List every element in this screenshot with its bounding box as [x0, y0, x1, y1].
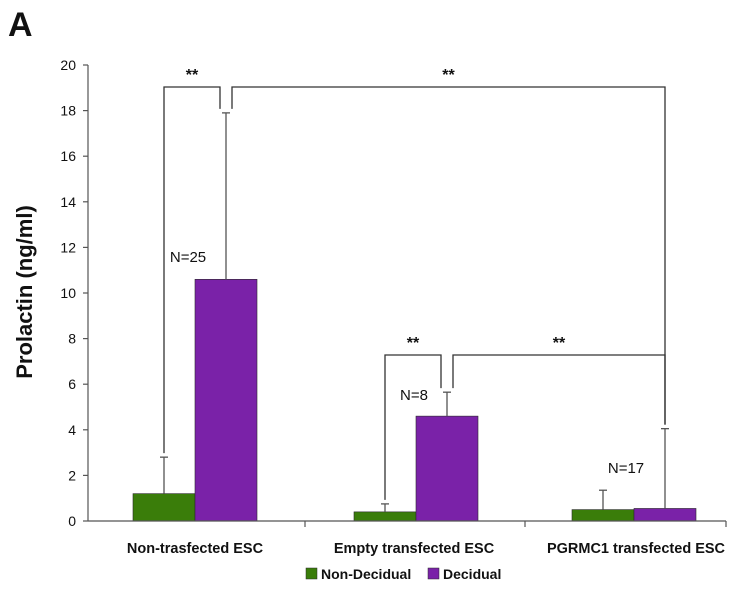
y-tick-label: 8 [68, 331, 76, 347]
sample-size-label: N=25 [170, 249, 206, 266]
significance-label: ** [407, 335, 420, 352]
y-tick-label: 16 [60, 148, 76, 164]
legend: Non-Decidual Decidual [305, 566, 501, 582]
bars [132, 279, 697, 522]
y-axis-ticks: 0 2 4 6 8 10 12 14 16 18 20 [60, 57, 727, 529]
sample-size-label: N=8 [400, 387, 428, 404]
y-tick-label: 6 [68, 376, 76, 392]
y-tick-label: 10 [60, 285, 76, 301]
bar-decidual-0 [194, 279, 258, 522]
sample-size-label: N=17 [608, 460, 644, 477]
significance-bracket [231, 86, 666, 425]
bar-non-decidual-2 [571, 509, 635, 522]
sample-size-labels: N=25 N=8 N=17 [170, 249, 644, 477]
y-tick-label: 12 [60, 239, 76, 255]
legend-swatch [305, 567, 318, 580]
y-tick-label: 0 [68, 513, 76, 529]
x-category-label: Non-trasfected ESC [127, 541, 264, 557]
y-tick-label: 2 [68, 467, 76, 483]
x-category-label: Empty transfected ESC [334, 541, 495, 557]
y-tick-label: 4 [68, 422, 76, 438]
bar-non-decidual-0 [132, 493, 196, 522]
significance-bracket [384, 354, 442, 500]
significance-brackets: ** ** ** ** [163, 67, 666, 500]
significance-label: ** [553, 335, 566, 352]
legend-label: Non-Decidual [321, 566, 411, 582]
x-category-label: PGRMC1 transfected ESC [547, 541, 726, 557]
bar-non-decidual-1 [353, 511, 417, 522]
error-bars [160, 112, 669, 512]
x-axis-categories: Non-trasfected ESC Empty transfected ESC P… [127, 541, 726, 557]
bar-decidual-2 [633, 508, 697, 522]
y-tick-label: 14 [60, 194, 76, 210]
legend-label: Decidual [443, 566, 501, 582]
y-axis-label: Prolactin (ng/ml) [12, 205, 37, 379]
significance-bracket [452, 354, 666, 425]
legend-swatch [427, 567, 440, 580]
significance-label: ** [442, 67, 455, 84]
significance-label: ** [186, 67, 199, 84]
y-tick-label: 18 [60, 103, 76, 119]
panel-label: A [8, 6, 33, 44]
bar-decidual-1 [415, 415, 479, 522]
y-tick-label: 20 [60, 57, 76, 73]
significance-bracket [163, 86, 221, 454]
